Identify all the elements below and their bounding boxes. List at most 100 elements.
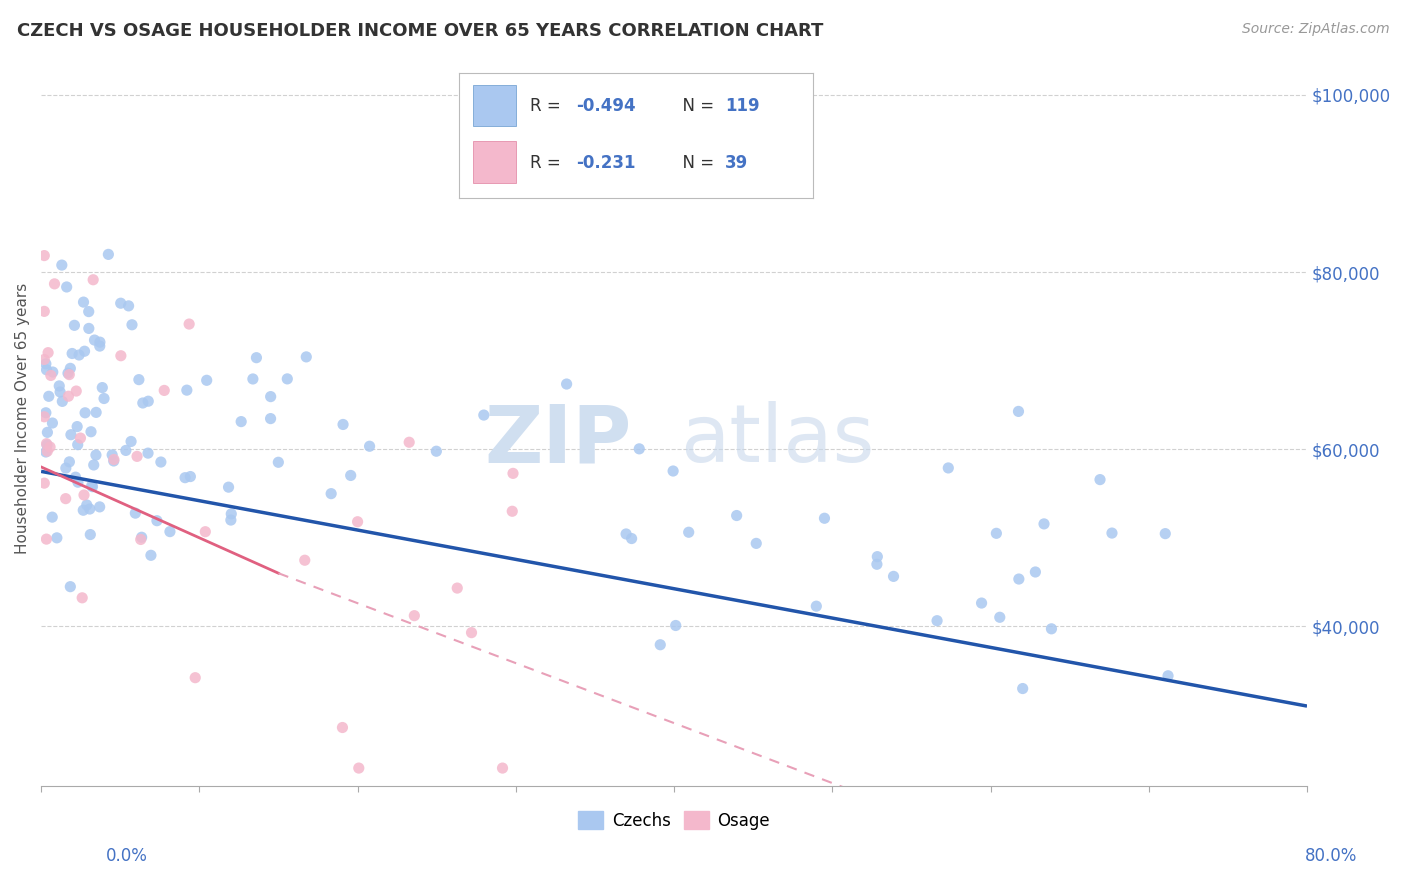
Point <box>149 455 172 469</box>
Point <box>115 443 138 458</box>
Point <box>219 507 242 521</box>
Point <box>121 318 143 332</box>
Point <box>242 372 264 386</box>
Point <box>110 349 132 363</box>
Point <box>159 524 181 539</box>
Point <box>35 363 58 377</box>
Point <box>35 532 58 546</box>
Text: atlas: atlas <box>681 401 875 479</box>
Point <box>446 581 468 595</box>
Point <box>813 511 835 525</box>
Point <box>91 381 114 395</box>
Point <box>80 425 103 439</box>
Point <box>502 467 524 481</box>
Point <box>70 591 93 605</box>
Point <box>970 596 993 610</box>
Point <box>628 442 651 456</box>
Point <box>501 504 523 518</box>
Point <box>66 419 89 434</box>
Point <box>662 464 685 478</box>
Point <box>260 390 283 404</box>
Point <box>58 389 80 403</box>
Point <box>101 448 124 462</box>
Text: Source: ZipAtlas.com: Source: ZipAtlas.com <box>1241 22 1389 37</box>
Point <box>103 452 125 467</box>
Point <box>66 438 89 452</box>
Point <box>936 461 959 475</box>
Point <box>218 480 240 494</box>
Point <box>136 446 159 460</box>
Point <box>678 525 700 540</box>
Point <box>986 526 1008 541</box>
Point <box>1101 526 1123 541</box>
Point <box>332 417 354 432</box>
Point <box>41 510 63 524</box>
Point <box>89 335 111 350</box>
Point <box>65 384 87 398</box>
Point <box>124 506 146 520</box>
Point <box>49 384 72 399</box>
Point <box>1154 526 1177 541</box>
Point <box>404 608 426 623</box>
Point <box>35 438 58 452</box>
Point <box>84 448 107 462</box>
Point <box>45 531 67 545</box>
Point <box>725 508 748 523</box>
Point <box>41 416 63 430</box>
Point <box>267 455 290 469</box>
Text: CZECH VS OSAGE HOUSEHOLDER INCOME OVER 65 YEARS CORRELATION CHART: CZECH VS OSAGE HOUSEHOLDER INCOME OVER 6… <box>17 22 824 40</box>
Point <box>219 513 242 527</box>
Point <box>37 425 59 440</box>
Point <box>1007 404 1029 418</box>
Point <box>339 468 361 483</box>
Text: 80.0%: 80.0% <box>1305 847 1357 865</box>
Point <box>37 345 59 359</box>
Point <box>231 415 253 429</box>
Point <box>346 515 368 529</box>
Point <box>76 498 98 512</box>
Point <box>59 427 82 442</box>
Point <box>55 461 77 475</box>
Text: 0.0%: 0.0% <box>105 847 148 865</box>
Point <box>35 445 58 459</box>
Point <box>44 277 66 291</box>
Point <box>1024 565 1046 579</box>
Point <box>132 396 155 410</box>
Point <box>276 372 298 386</box>
Point <box>79 527 101 541</box>
Point <box>120 434 142 449</box>
Point <box>925 614 948 628</box>
Point <box>83 458 105 472</box>
Y-axis label: Householder Income Over 65 years: Householder Income Over 65 years <box>15 283 30 554</box>
Point <box>139 549 162 563</box>
Point <box>665 618 688 632</box>
Point <box>51 394 73 409</box>
Point <box>194 524 217 539</box>
Point <box>491 761 513 775</box>
Point <box>84 405 107 419</box>
Point <box>179 469 201 483</box>
Point <box>65 470 87 484</box>
Point <box>245 351 267 365</box>
Point <box>59 361 82 376</box>
Point <box>866 558 889 572</box>
Point <box>89 339 111 353</box>
Point <box>125 450 148 464</box>
Point <box>42 365 65 379</box>
Point <box>332 721 354 735</box>
Point <box>614 527 637 541</box>
Point <box>555 377 578 392</box>
Point <box>72 295 94 310</box>
Text: ZIP: ZIP <box>484 401 631 479</box>
Point <box>82 480 104 494</box>
Point <box>1011 681 1033 696</box>
Point <box>56 366 79 380</box>
Point <box>67 348 90 362</box>
Point <box>179 317 201 331</box>
Point <box>1157 669 1180 683</box>
Point <box>117 299 139 313</box>
Point <box>103 454 125 468</box>
Point <box>63 318 86 333</box>
Point <box>39 440 62 454</box>
Point <box>55 491 77 506</box>
